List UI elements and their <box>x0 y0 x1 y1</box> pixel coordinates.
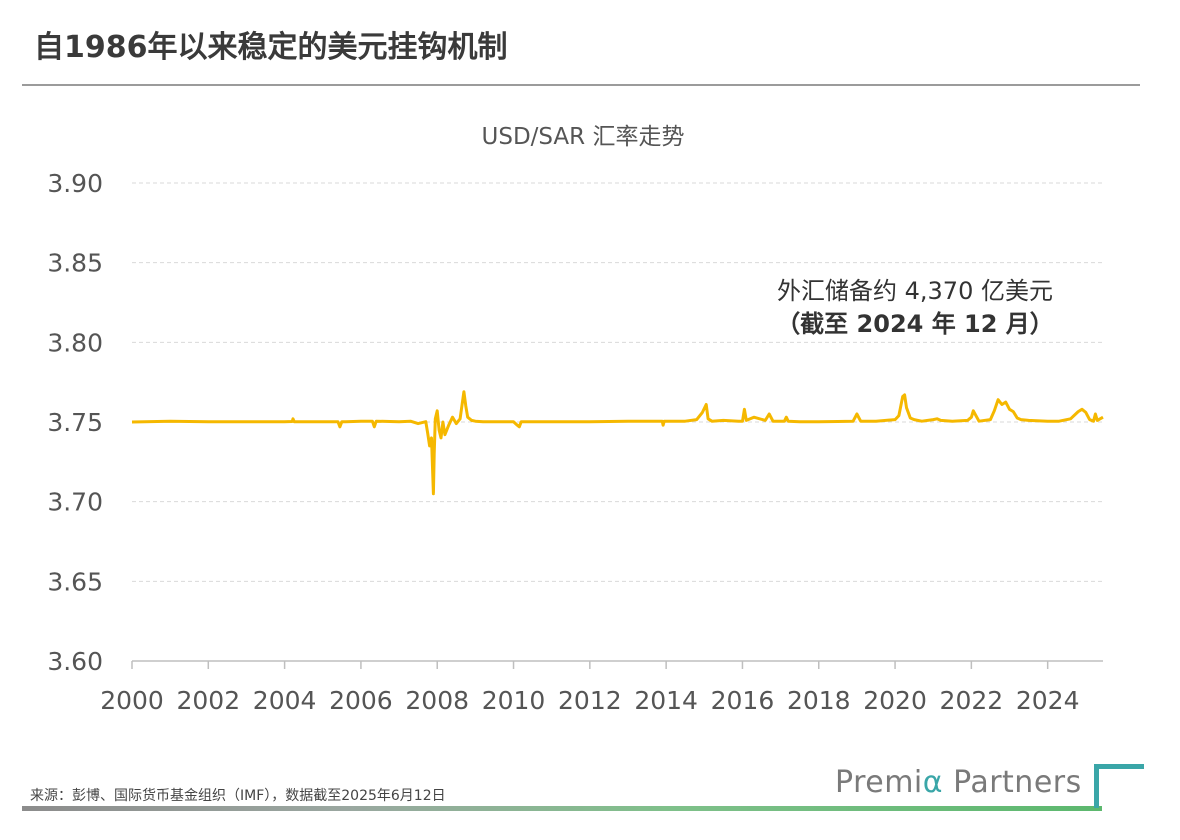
x-tick-label: 2016 <box>711 686 775 715</box>
logo-bracket-icon <box>1094 764 1144 808</box>
x-tick-label: 2012 <box>558 686 622 715</box>
x-tick-label: 2004 <box>253 686 317 715</box>
x-tick-label: 2018 <box>787 686 851 715</box>
x-tick-label: 2024 <box>1016 686 1080 715</box>
x-tick-label: 2002 <box>176 686 240 715</box>
brand-alpha: α <box>922 765 944 800</box>
x-tick-label: 2014 <box>634 686 698 715</box>
x-tick-label: 2020 <box>863 686 927 715</box>
source-note: 来源：彭博、国际货币基金组织（IMF），数据截至2025年6月12日 <box>30 788 446 804</box>
footer-gradient-bar <box>22 806 1102 811</box>
y-tick-label: 3.65 <box>47 567 103 596</box>
reserves-annotation-line2: （截至 2024 年 12 月） <box>776 310 1054 338</box>
page-title: 自1986年以来稳定的美元挂钩机制 <box>34 30 508 65</box>
x-tick-label: 2006 <box>329 686 393 715</box>
y-tick-label: 3.85 <box>47 249 103 278</box>
x-tick-label: 2000 <box>100 686 164 715</box>
chart-title: USD/SAR 汇率走势 <box>482 124 685 150</box>
series-layer <box>131 390 1104 496</box>
brand-logo: Premiα Partners <box>835 765 1082 800</box>
y-tick-label: 3.60 <box>47 647 103 676</box>
x-tick-label: 2008 <box>405 686 469 715</box>
title-divider <box>22 84 1140 86</box>
reserves-annotation-line1: 外汇储备约 4,370 亿美元 <box>777 277 1053 305</box>
y-tick-label: 3.75 <box>47 408 103 437</box>
series-line-usd-sar <box>131 390 1104 496</box>
exchange-rate-chart: 3.60 3.65 3.70 3.75 3.80 3.85 3.90 2000 2002 2004… <box>47 124 1104 715</box>
x-tick-label: 2010 <box>482 686 546 715</box>
y-tick-label: 3.80 <box>47 328 103 357</box>
y-tick-label: 3.90 <box>47 169 103 198</box>
brand-prefix: Premi <box>835 765 923 800</box>
gridlines <box>132 182 1103 582</box>
y-tick-label: 3.70 <box>47 488 103 517</box>
x-tick-label: 2022 <box>940 686 1004 715</box>
brand-suffix: Partners <box>943 765 1082 800</box>
axes: 3.60 3.65 3.70 3.75 3.80 3.85 3.90 2000 2002 2004… <box>47 169 1103 715</box>
